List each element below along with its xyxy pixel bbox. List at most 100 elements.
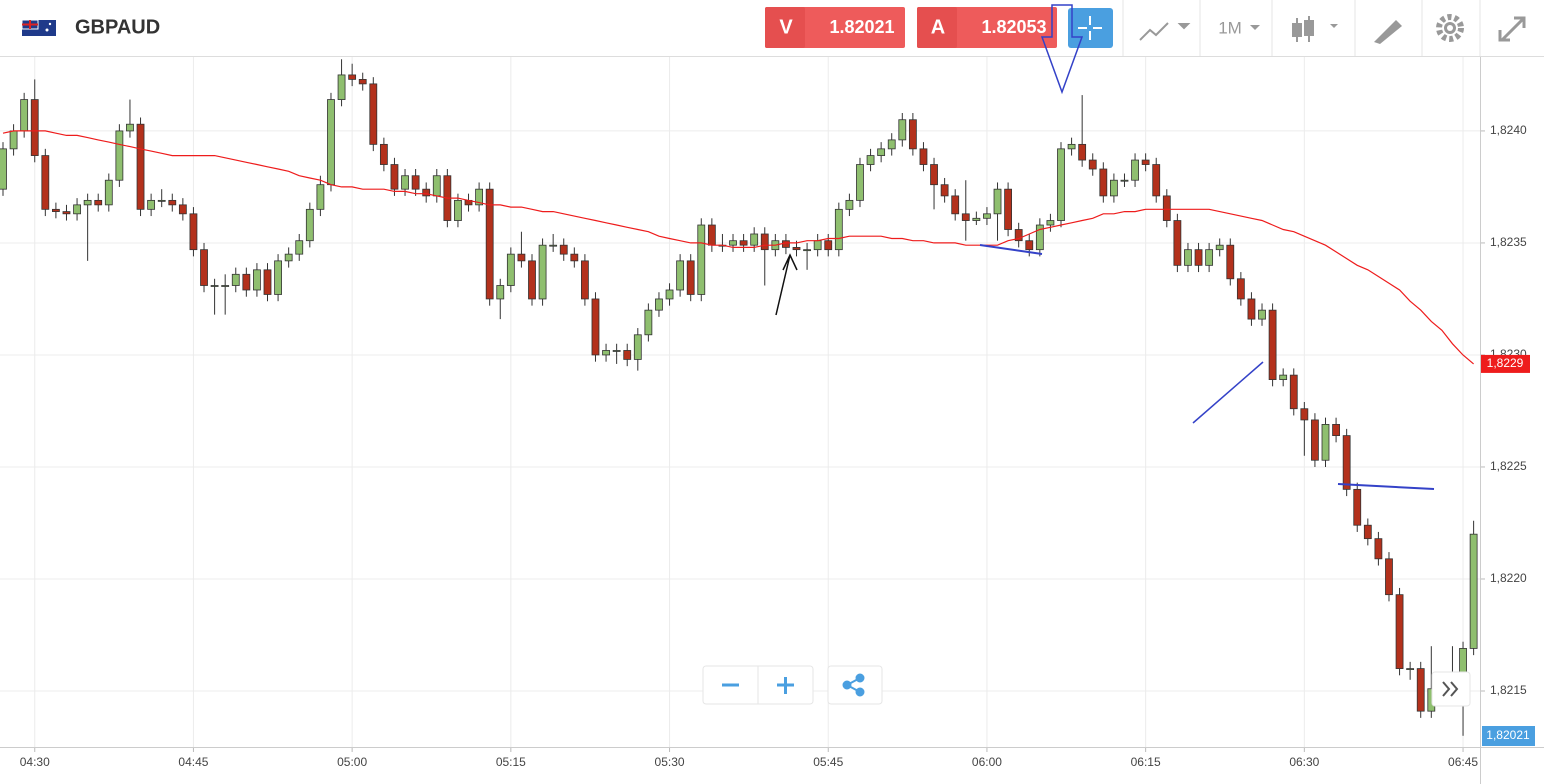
candle-body [940, 184, 949, 197]
x-tick-label: 05:45 [813, 755, 843, 769]
candle-body [581, 260, 589, 300]
candle-body [1321, 424, 1330, 461]
y-tick-label: 1,8215 [1490, 683, 1527, 697]
candle-body [1173, 220, 1182, 266]
candle-body [919, 148, 928, 165]
plot-area: 1,82151,82201,82251,82301,82351,824004:3… [0, 57, 1535, 769]
chart-type-button[interactable] [1139, 22, 1191, 41]
candle-body [1353, 488, 1362, 526]
candle-body [1131, 159, 1139, 181]
scroll-right-button[interactable] [1431, 671, 1471, 707]
candle-body [390, 164, 399, 190]
buy-button[interactable]: A 1.82053 [917, 7, 1057, 48]
crosshair-button[interactable] [1068, 8, 1113, 48]
candle-body [221, 285, 230, 287]
candle-body [1385, 558, 1393, 596]
candle-body [20, 99, 29, 132]
candle-body [665, 289, 674, 300]
candle-body [993, 188, 1002, 215]
drawing-button[interactable] [1374, 20, 1402, 44]
flag-icon [21, 19, 56, 36]
y-tick-label: 1,8220 [1490, 571, 1527, 585]
candles-button[interactable] [1292, 16, 1338, 42]
candle-body [612, 350, 621, 352]
candle-body [824, 240, 833, 251]
candle-body [1194, 249, 1203, 266]
current-price-tag [1482, 726, 1535, 746]
fullscreen-button[interactable] [1498, 16, 1526, 42]
x-tick-label: 06:45 [1448, 755, 1478, 769]
timeframe-button[interactable]: 1M [1218, 18, 1260, 37]
candle-body [284, 253, 293, 262]
sell-price: 1.82021 [829, 17, 894, 37]
sell-button[interactable]: V 1.82021 [765, 7, 905, 48]
candle-body [83, 199, 92, 206]
candle-body [686, 260, 695, 295]
y-tick-label: 1,8225 [1490, 459, 1527, 473]
candle-body [327, 99, 335, 186]
candle-body [1014, 229, 1023, 242]
candle-body [1099, 168, 1108, 197]
candle-body [1374, 538, 1383, 560]
candle-body [1035, 224, 1044, 251]
candle-body [337, 74, 346, 100]
candle-body [602, 350, 610, 356]
y-tick-label: 1,8240 [1490, 123, 1527, 137]
candle-body [231, 273, 240, 286]
zoom-in-button[interactable] [777, 677, 794, 694]
candle-body [559, 244, 568, 255]
candle-body [1300, 408, 1309, 421]
candle-body [1110, 179, 1118, 197]
timeframe: 1M [1218, 18, 1242, 37]
candle-body [528, 260, 536, 300]
symbol: GBPAUD [75, 16, 160, 38]
candle-body [1025, 240, 1034, 251]
candle-body [73, 204, 81, 215]
candle-body [1311, 419, 1319, 461]
candle-body [52, 208, 60, 212]
candle-body [983, 213, 991, 219]
candle-body [210, 285, 219, 287]
candle-body [178, 204, 187, 215]
candle-body [729, 240, 737, 246]
share-button[interactable] [842, 673, 865, 697]
candle-body [951, 195, 960, 215]
candle-body [633, 334, 642, 360]
candle-body [1247, 298, 1256, 320]
candle-body [115, 130, 124, 181]
candle-body [961, 213, 970, 221]
settings-button[interactable] [1436, 14, 1464, 42]
candle-body [454, 199, 462, 221]
candle-body [930, 164, 938, 186]
candle-body [644, 309, 653, 336]
candle-body [147, 199, 156, 210]
candle-body [866, 155, 875, 165]
candle-body [570, 253, 579, 262]
zoom-controls [702, 665, 883, 705]
candle-body [676, 260, 685, 291]
candle-body [898, 119, 907, 141]
x-tick-label: 05:00 [337, 755, 367, 769]
x-tick-label: 05:15 [496, 755, 526, 769]
candle-body [1004, 188, 1012, 230]
candle-body [305, 208, 314, 242]
candle-body [348, 74, 357, 80]
ma-price-label: 1,8229 [1487, 356, 1524, 370]
candle-body [1258, 309, 1266, 320]
buy-price: 1.82053 [981, 17, 1046, 37]
candle-body [782, 240, 790, 248]
candle-body [62, 211, 71, 215]
candle-body [295, 240, 304, 255]
candle-body [94, 199, 103, 206]
candle-body [623, 350, 632, 360]
candle-body [104, 179, 113, 206]
candle-body [1469, 533, 1478, 649]
candle-body [887, 139, 896, 150]
candle-body [274, 260, 282, 295]
candle-body [475, 188, 484, 206]
candle-body [1268, 309, 1277, 380]
y-tick-label: 1,8235 [1490, 235, 1527, 249]
current-price-label: 1,82021 [1486, 728, 1530, 742]
x-tick-label: 06:30 [1289, 755, 1319, 769]
candle-body [591, 298, 600, 356]
